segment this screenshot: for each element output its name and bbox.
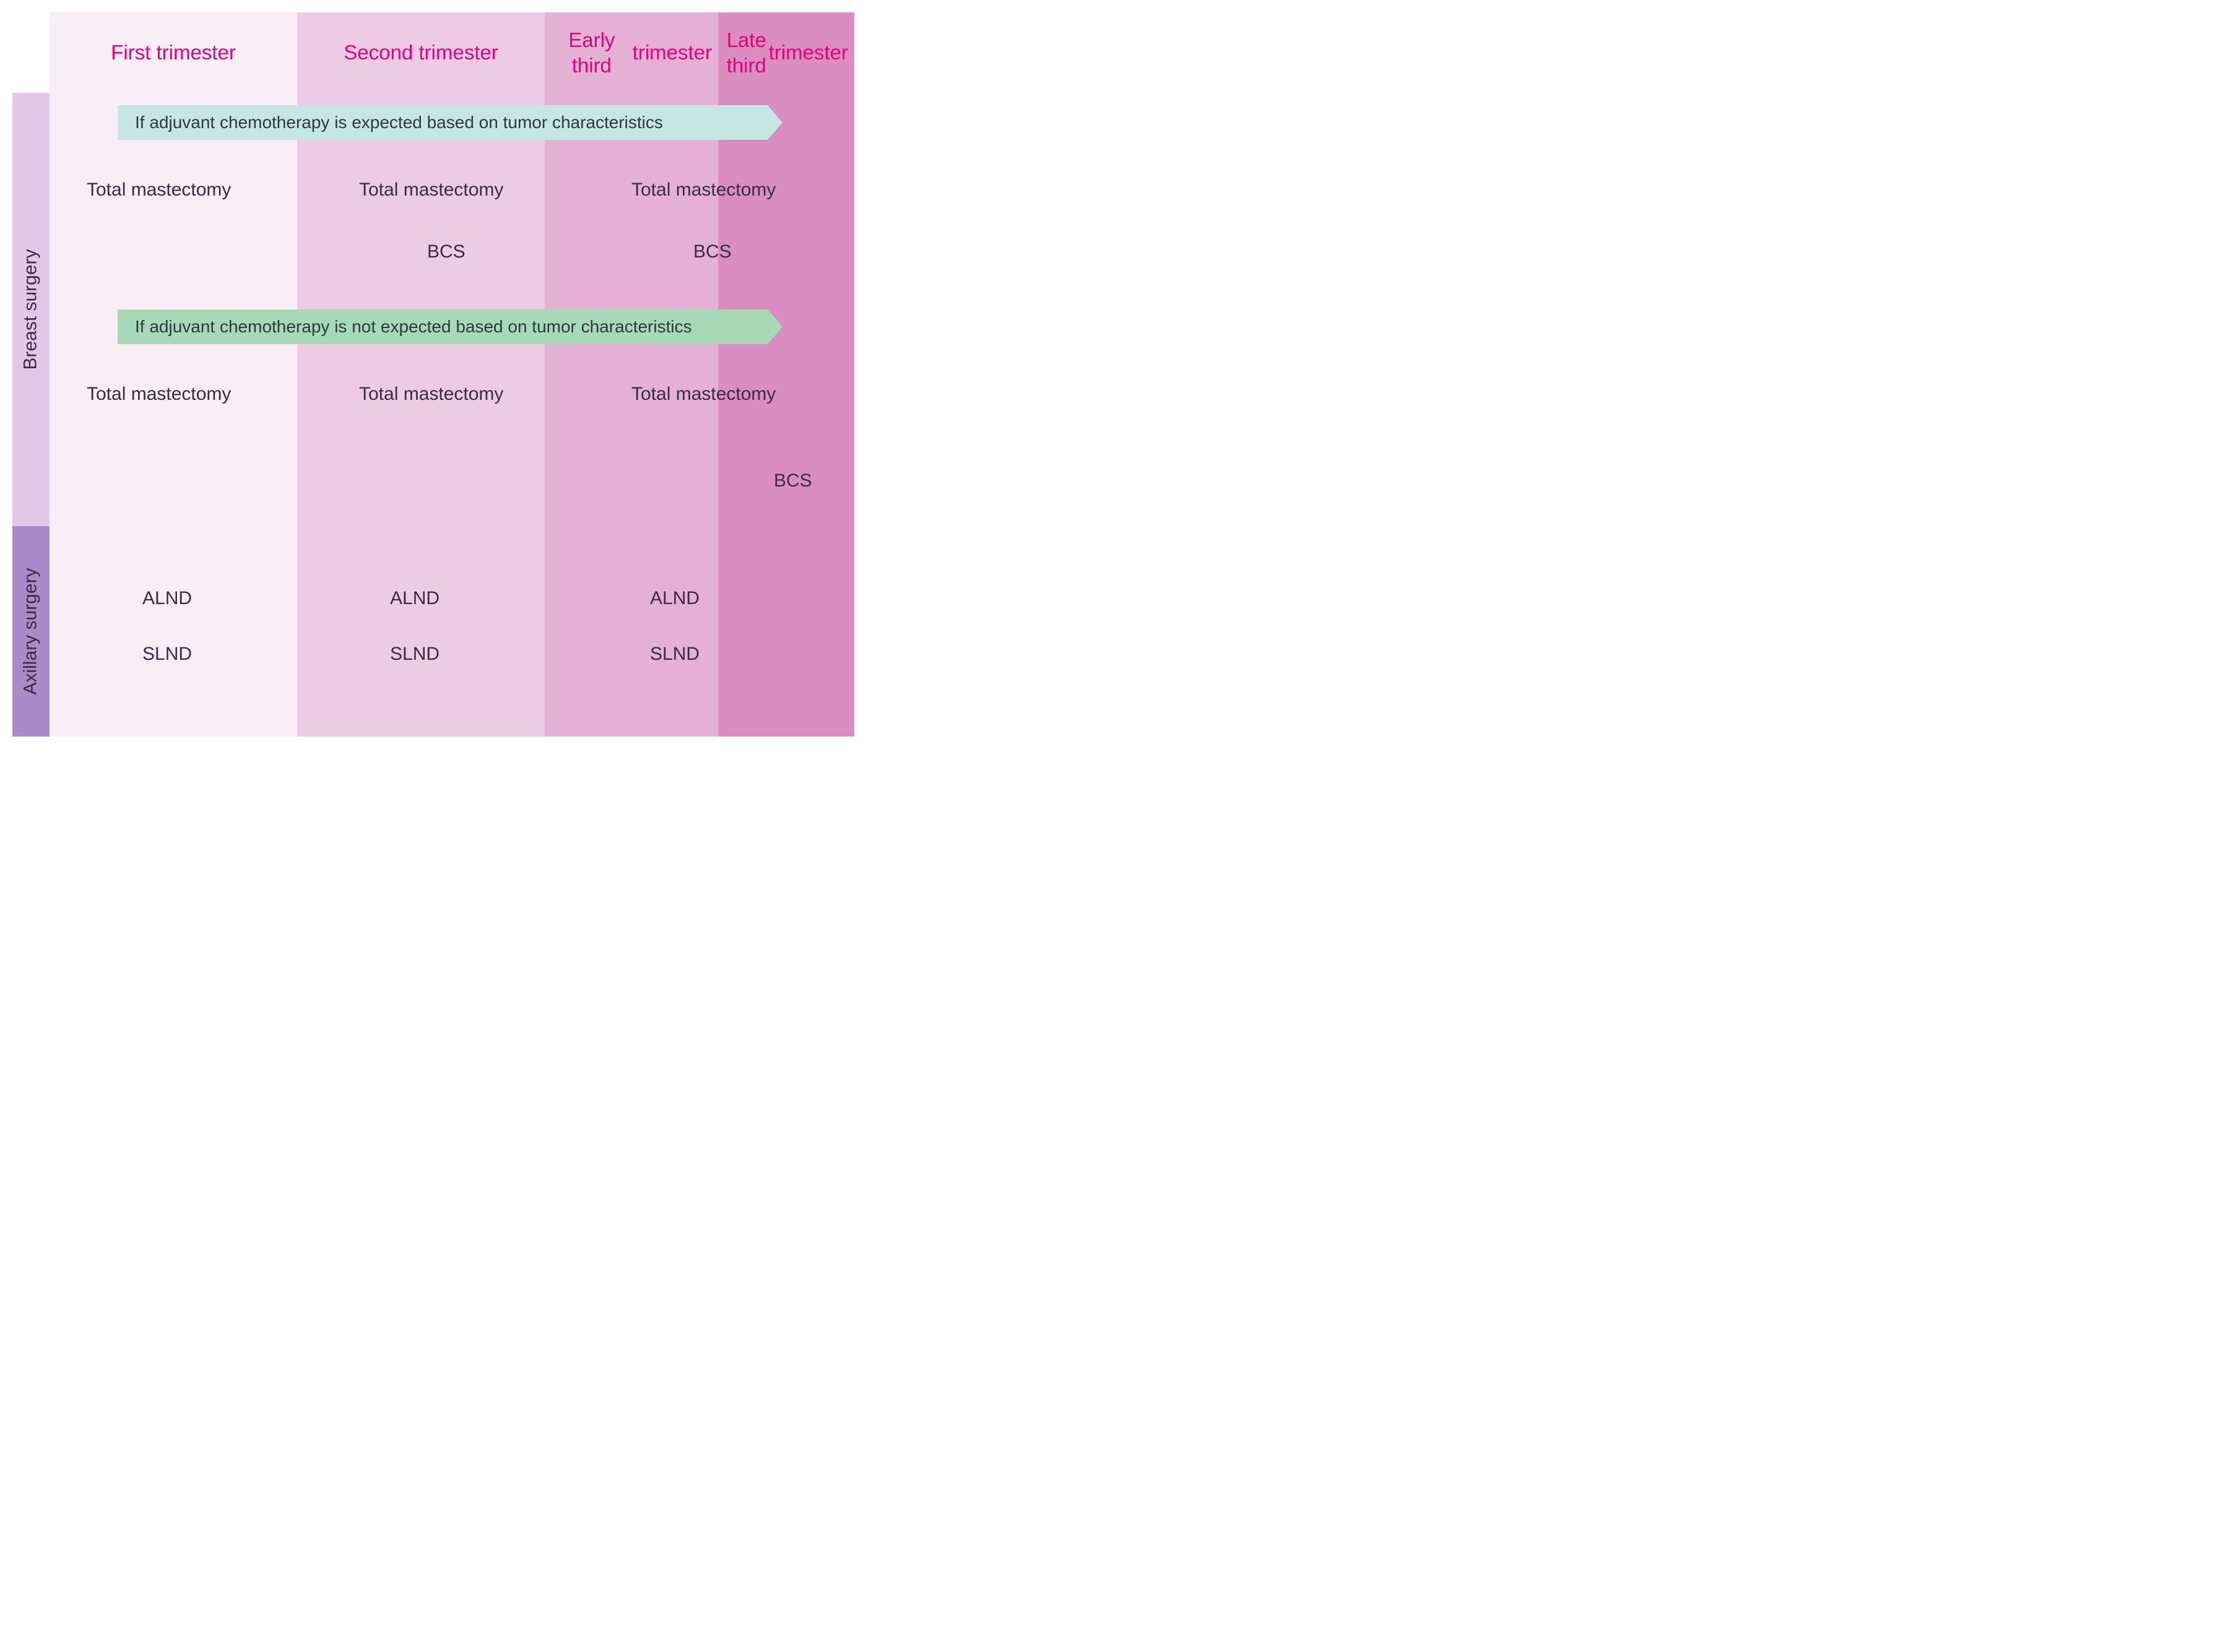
row-label-breast: Breast surgery — [12, 93, 50, 526]
cell-text-12: SLND — [142, 644, 192, 665]
banner-0: If adjuvant chemotherapy is expected bas… — [118, 105, 768, 140]
cell-text-9: ALND — [142, 588, 192, 609]
cell-text-14: SLND — [650, 644, 700, 665]
column-headers: First trimesterSecond trimesterEarly thi… — [50, 12, 966, 93]
cell-text-10: ALND — [390, 588, 440, 609]
row-labels: Breast surgeryAxillary surgery — [12, 93, 50, 737]
column-header-first: First trimester — [50, 12, 297, 93]
cell-text-3: BCS — [427, 241, 466, 262]
cell-text-4: BCS — [693, 241, 732, 262]
cell-text-6: Total mastectomy — [359, 384, 503, 405]
column-header-late3: Late thirdtrimester — [718, 12, 854, 93]
cell-text-7: Total mastectomy — [631, 384, 776, 405]
banner-1: If adjuvant chemotherapy is not expected… — [118, 309, 768, 344]
cell-text-8: BCS — [774, 470, 812, 491]
column-header-second: Second trimester — [297, 12, 545, 93]
row-label-axillary: Axillary surgery — [12, 526, 50, 737]
column-header-early3: Early thirdtrimester — [545, 12, 718, 93]
cell-text-11: ALND — [650, 588, 700, 609]
cell-text-0: Total mastectomy — [87, 179, 231, 201]
cell-text-13: SLND — [390, 644, 440, 665]
surgery-trimester-chart: First trimesterSecond trimesterEarly thi… — [12, 12, 966, 737]
cell-text-5: Total mastectomy — [87, 384, 231, 405]
cell-text-2: Total mastectomy — [631, 179, 776, 201]
cell-text-1: Total mastectomy — [359, 179, 503, 201]
